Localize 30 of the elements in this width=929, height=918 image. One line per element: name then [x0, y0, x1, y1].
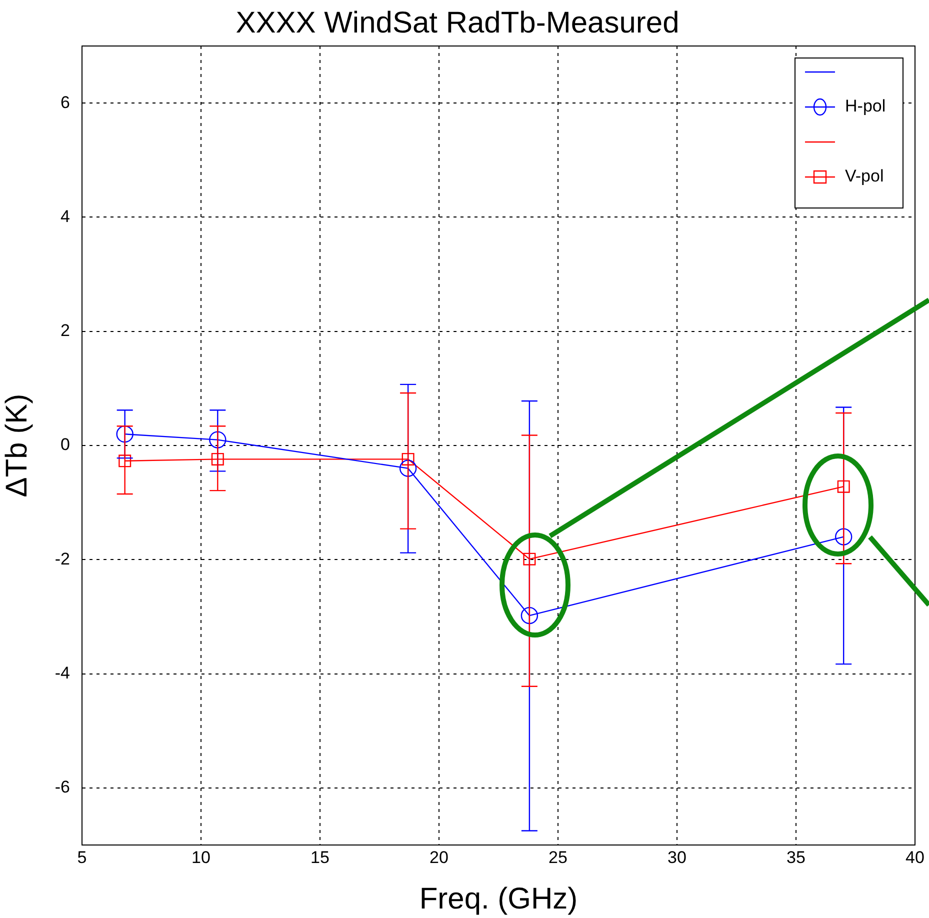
x-tick-label: 5	[77, 848, 87, 867]
point	[835, 528, 852, 546]
legend-label: V-pol	[845, 166, 884, 186]
point	[402, 452, 414, 466]
y-tick-label: -6	[54, 778, 70, 797]
point	[523, 552, 536, 566]
point	[399, 460, 417, 477]
chart-title: XXXX WindSat RadTb-Measured	[236, 6, 680, 40]
x-axis-title: Freq. (GHz)	[419, 882, 578, 916]
point	[837, 480, 850, 493]
x-tick-label: 10	[192, 848, 210, 867]
legend-label: H-pol	[845, 96, 886, 116]
y-tick-label: 6	[60, 92, 70, 112]
x-tick-label: 15	[310, 848, 330, 867]
x-tick-label: 40	[906, 848, 924, 867]
point	[520, 606, 538, 624]
x-tick-label: 30	[668, 848, 686, 867]
x-tick-label: 20	[430, 848, 448, 867]
x-tick-label: 25	[548, 848, 568, 867]
x-tick-label: 35	[786, 848, 806, 867]
y-axis-title: ΔTb (K)	[0, 394, 34, 498]
y-tick-label: 2	[60, 321, 70, 340]
point	[211, 452, 224, 466]
y-tick-label: 0	[60, 435, 70, 454]
point	[116, 425, 134, 443]
y-tick-label: 4	[60, 206, 70, 226]
y-tick-label: -2	[54, 549, 70, 568]
point	[118, 454, 132, 468]
point	[209, 431, 226, 448]
y-tick-label: -4	[54, 663, 70, 682]
